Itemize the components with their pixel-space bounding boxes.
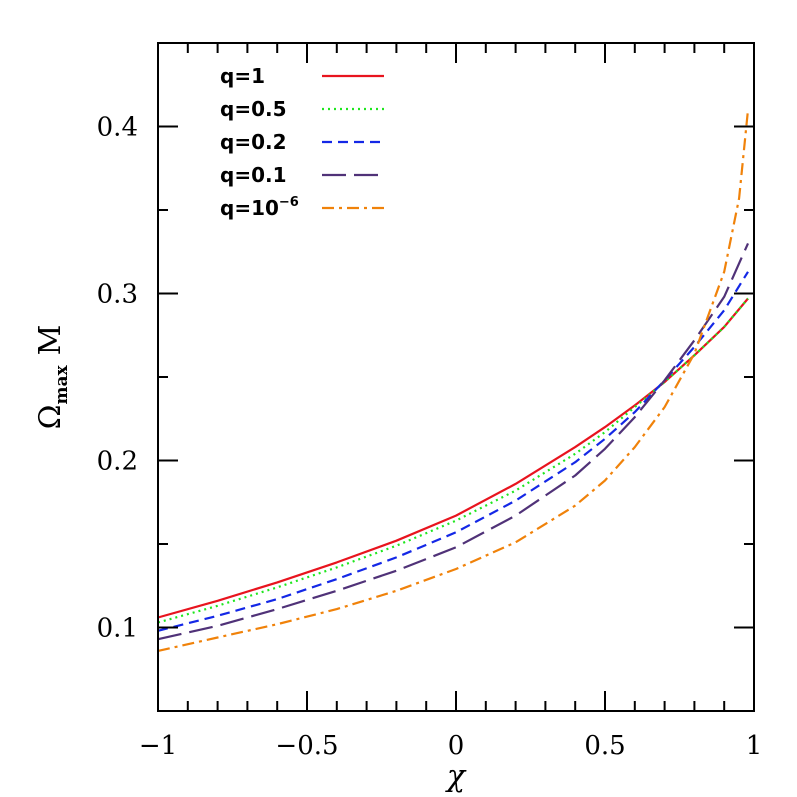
y-tick-label: 0.2 xyxy=(97,447,138,477)
y-tick-label: 0.1 xyxy=(97,614,138,644)
axis-ticks xyxy=(157,43,755,712)
y-axis-title-main: Ω xyxy=(33,404,68,429)
y-axis-title-tail: M xyxy=(33,325,68,356)
x-tick-label: −1 xyxy=(139,731,177,761)
x-tick-label: −0.5 xyxy=(275,731,338,761)
series-line-3 xyxy=(157,271,749,632)
svg-text:ΩmaxM: Ωmax M xyxy=(33,325,72,430)
x-axis-title: χ xyxy=(445,759,467,794)
plot-lines xyxy=(157,109,750,652)
legend-label: q=10−6 xyxy=(220,195,299,220)
series-line-2 xyxy=(157,297,749,624)
y-axis-title-sub: max xyxy=(52,364,72,404)
y-tick-label: 0.4 xyxy=(97,113,138,143)
tick-labels: −1 −0.5 0 0.5 1 0.1 0.2 0.3 0.4 xyxy=(97,113,763,762)
legend-label: q=0.5 xyxy=(220,97,287,121)
legend-label: q=1 xyxy=(220,64,265,88)
x-tick-label: 1 xyxy=(746,731,763,761)
x-tick-label: 0 xyxy=(448,731,465,761)
y-tick-label: 0.3 xyxy=(97,280,138,310)
x-tick-label: 0.5 xyxy=(584,731,625,761)
legend-label: q=0.2 xyxy=(220,130,287,154)
series-line-5 xyxy=(157,109,750,652)
y-axis-title: Ωmax M xyxy=(33,325,72,430)
series-line-4 xyxy=(157,242,750,641)
legend-label: q=0.1 xyxy=(220,163,287,187)
legend: q=1 q=0.5 q=0.2 q=0.1 q=10−6 xyxy=(220,64,384,220)
